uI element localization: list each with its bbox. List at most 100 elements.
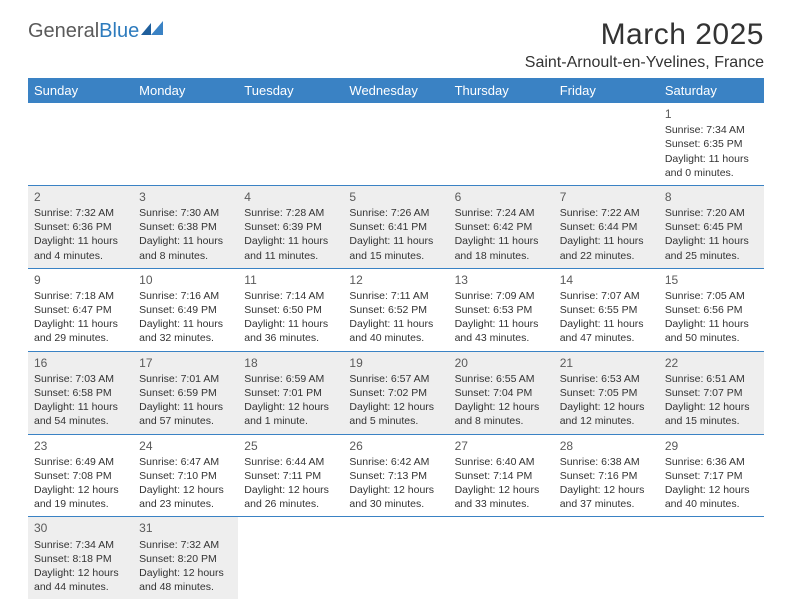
daylight1-text: Daylight: 12 hours: [665, 400, 758, 414]
day-number: 9: [34, 272, 127, 288]
calendar-cell: 29Sunrise: 6:36 AMSunset: 7:17 PMDayligh…: [659, 434, 764, 517]
calendar-cell: 25Sunrise: 6:44 AMSunset: 7:11 PMDayligh…: [238, 434, 343, 517]
calendar-cell: 18Sunrise: 6:59 AMSunset: 7:01 PMDayligh…: [238, 351, 343, 434]
calendar-cell: 8Sunrise: 7:20 AMSunset: 6:45 PMDaylight…: [659, 185, 764, 268]
daylight2-text: and 5 minutes.: [349, 414, 442, 428]
sunset-text: Sunset: 6:44 PM: [560, 220, 653, 234]
daylight2-text: and 26 minutes.: [244, 497, 337, 511]
sunset-text: Sunset: 7:05 PM: [560, 386, 653, 400]
daylight2-text: and 12 minutes.: [560, 414, 653, 428]
daylight1-text: Daylight: 11 hours: [244, 234, 337, 248]
sunrise-text: Sunrise: 7:32 AM: [34, 206, 127, 220]
sunrise-text: Sunrise: 6:55 AM: [455, 372, 548, 386]
sunrise-text: Sunrise: 6:44 AM: [244, 455, 337, 469]
day-number: 5: [349, 189, 442, 205]
calendar-cell: 23Sunrise: 6:49 AMSunset: 7:08 PMDayligh…: [28, 434, 133, 517]
sunset-text: Sunset: 7:16 PM: [560, 469, 653, 483]
daylight2-text: and 36 minutes.: [244, 331, 337, 345]
dow-saturday: Saturday: [659, 78, 764, 103]
sunrise-text: Sunrise: 6:42 AM: [349, 455, 442, 469]
sunrise-text: Sunrise: 7:05 AM: [665, 289, 758, 303]
calendar-header-row: Sunday Monday Tuesday Wednesday Thursday…: [28, 78, 764, 103]
sunset-text: Sunset: 6:56 PM: [665, 303, 758, 317]
sunrise-text: Sunrise: 6:47 AM: [139, 455, 232, 469]
day-number: 17: [139, 355, 232, 371]
daylight2-text: and 8 minutes.: [455, 414, 548, 428]
daylight2-text: and 25 minutes.: [665, 249, 758, 263]
daylight2-text: and 18 minutes.: [455, 249, 548, 263]
day-number: 11: [244, 272, 337, 288]
calendar-cell: 21Sunrise: 6:53 AMSunset: 7:05 PMDayligh…: [554, 351, 659, 434]
month-title: March 2025: [525, 18, 764, 52]
sunrise-text: Sunrise: 6:49 AM: [34, 455, 127, 469]
logo-text-general: General: [28, 20, 99, 43]
calendar-cell: 5Sunrise: 7:26 AMSunset: 6:41 PMDaylight…: [343, 185, 448, 268]
sunset-text: Sunset: 7:02 PM: [349, 386, 442, 400]
day-number: 26: [349, 438, 442, 454]
day-number: 10: [139, 272, 232, 288]
calendar-cell: 13Sunrise: 7:09 AMSunset: 6:53 PMDayligh…: [449, 268, 554, 351]
sunrise-text: Sunrise: 6:53 AM: [560, 372, 653, 386]
sunset-text: Sunset: 6:38 PM: [139, 220, 232, 234]
dow-sunday: Sunday: [28, 78, 133, 103]
daylight2-text: and 37 minutes.: [560, 497, 653, 511]
calendar-cell: 20Sunrise: 6:55 AMSunset: 7:04 PMDayligh…: [449, 351, 554, 434]
calendar-body: 1Sunrise: 7:34 AMSunset: 6:35 PMDaylight…: [28, 103, 764, 599]
daylight1-text: Daylight: 12 hours: [455, 483, 548, 497]
daylight2-text: and 57 minutes.: [139, 414, 232, 428]
day-number: 31: [139, 520, 232, 536]
sunset-text: Sunset: 6:50 PM: [244, 303, 337, 317]
daylight1-text: Daylight: 12 hours: [349, 400, 442, 414]
daylight2-text: and 1 minute.: [244, 414, 337, 428]
sunrise-text: Sunrise: 6:57 AM: [349, 372, 442, 386]
day-number: 13: [455, 272, 548, 288]
daylight2-text: and 15 minutes.: [665, 414, 758, 428]
dow-wednesday: Wednesday: [343, 78, 448, 103]
day-number: 14: [560, 272, 653, 288]
daylight1-text: Daylight: 11 hours: [349, 234, 442, 248]
sunset-text: Sunset: 7:17 PM: [665, 469, 758, 483]
sunset-text: Sunset: 6:53 PM: [455, 303, 548, 317]
sunrise-text: Sunrise: 7:28 AM: [244, 206, 337, 220]
sunrise-text: Sunrise: 7:09 AM: [455, 289, 548, 303]
daylight2-text: and 40 minutes.: [349, 331, 442, 345]
day-number: 18: [244, 355, 337, 371]
dow-tuesday: Tuesday: [238, 78, 343, 103]
day-number: 25: [244, 438, 337, 454]
sunrise-text: Sunrise: 7:30 AM: [139, 206, 232, 220]
daylight1-text: Daylight: 11 hours: [665, 152, 758, 166]
calendar-week: 1Sunrise: 7:34 AMSunset: 6:35 PMDaylight…: [28, 103, 764, 185]
daylight1-text: Daylight: 12 hours: [244, 400, 337, 414]
calendar-cell: [554, 103, 659, 185]
daylight2-text: and 23 minutes.: [139, 497, 232, 511]
sunrise-text: Sunrise: 6:38 AM: [560, 455, 653, 469]
calendar-cell: 28Sunrise: 6:38 AMSunset: 7:16 PMDayligh…: [554, 434, 659, 517]
calendar-cell: 14Sunrise: 7:07 AMSunset: 6:55 PMDayligh…: [554, 268, 659, 351]
sunrise-text: Sunrise: 7:18 AM: [34, 289, 127, 303]
calendar-cell: 31Sunrise: 7:32 AMSunset: 8:20 PMDayligh…: [133, 517, 238, 599]
sunset-text: Sunset: 8:18 PM: [34, 552, 127, 566]
dow-monday: Monday: [133, 78, 238, 103]
sunset-text: Sunset: 6:59 PM: [139, 386, 232, 400]
sunset-text: Sunset: 7:07 PM: [665, 386, 758, 400]
day-number: 2: [34, 189, 127, 205]
calendar-cell: [343, 517, 448, 599]
day-number: 20: [455, 355, 548, 371]
daylight1-text: Daylight: 12 hours: [665, 483, 758, 497]
calendar-cell: 6Sunrise: 7:24 AMSunset: 6:42 PMDaylight…: [449, 185, 554, 268]
calendar-page: GeneralBlue March 2025 Saint-Arnoult-en-…: [0, 0, 792, 611]
sunrise-text: Sunrise: 6:59 AM: [244, 372, 337, 386]
sunrise-text: Sunrise: 7:01 AM: [139, 372, 232, 386]
sunrise-text: Sunrise: 7:07 AM: [560, 289, 653, 303]
sunset-text: Sunset: 6:49 PM: [139, 303, 232, 317]
day-number: 3: [139, 189, 232, 205]
daylight1-text: Daylight: 11 hours: [139, 234, 232, 248]
day-number: 8: [665, 189, 758, 205]
calendar-cell: [659, 517, 764, 599]
header: GeneralBlue March 2025 Saint-Arnoult-en-…: [28, 18, 764, 72]
day-number: 15: [665, 272, 758, 288]
day-number: 23: [34, 438, 127, 454]
daylight1-text: Daylight: 11 hours: [665, 234, 758, 248]
day-number: 28: [560, 438, 653, 454]
sunrise-text: Sunrise: 6:36 AM: [665, 455, 758, 469]
